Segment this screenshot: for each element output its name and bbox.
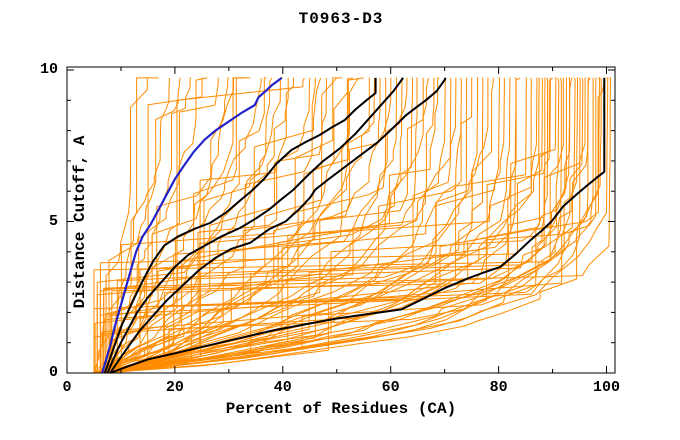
x-tick-label: 80 — [489, 379, 508, 396]
server-model-curve — [102, 77, 594, 374]
server-model-curve — [93, 77, 375, 374]
highlight-model-1-curve — [103, 77, 377, 374]
server-model-curve — [100, 77, 435, 374]
server-model-curve — [99, 77, 543, 373]
server-model-curve — [105, 77, 567, 374]
x-tick-label: 100 — [592, 379, 620, 396]
server-model-curve — [108, 77, 403, 374]
server-model-curve — [111, 77, 532, 373]
server-model-curve — [99, 77, 251, 374]
server-model-curve — [97, 77, 562, 374]
server-model-curve — [101, 77, 414, 374]
server-model-curve — [95, 77, 600, 374]
plot-frame — [66, 66, 616, 374]
server-model-curve — [104, 77, 262, 374]
server-model-curve — [93, 77, 538, 374]
server-model-curve — [101, 77, 521, 373]
server-model-curve — [103, 77, 397, 374]
server-model-curve — [93, 77, 429, 374]
x-tick-label: 0 — [62, 379, 72, 396]
highlight-model-2-curve — [106, 77, 404, 374]
server-model-curve — [99, 77, 159, 374]
server-model-curve — [101, 77, 359, 374]
x-tick-label: 20 — [165, 379, 184, 396]
x-tick-label: 40 — [273, 379, 292, 396]
server-model-curve — [106, 77, 581, 373]
x-axis-title: Percent of Residues (CA) — [225, 400, 457, 418]
server-model-curve — [103, 77, 560, 374]
server-model-curve — [96, 77, 392, 374]
server-model-curve — [96, 77, 446, 373]
server-model-curve — [103, 77, 452, 373]
server-model-curve — [93, 77, 578, 373]
server-model-curve — [93, 77, 148, 374]
server-model-curve — [97, 77, 609, 374]
server-model-curve — [111, 77, 424, 374]
server-model-curve — [95, 77, 546, 374]
server-model-curve — [93, 77, 316, 373]
server-model-curve — [106, 77, 527, 374]
server-model-curve — [103, 77, 557, 374]
server-model-curve — [105, 77, 602, 374]
y-tick-label: 5 — [48, 212, 58, 230]
y-tick-label: 0 — [48, 364, 58, 381]
chart-title: T0963-D3 — [298, 10, 384, 28]
server-model-curve — [111, 77, 586, 374]
server-model-curve — [109, 77, 551, 374]
server-model-curve — [94, 77, 408, 374]
server-model-curve — [106, 77, 589, 374]
server-model-curve — [101, 77, 219, 374]
server-model-curve — [105, 77, 548, 374]
server-model-curve — [101, 77, 467, 374]
server-model-curve — [103, 77, 611, 373]
server-model-curve — [111, 77, 311, 374]
server-model-curve — [96, 77, 267, 373]
server-model-curve — [105, 77, 387, 374]
server-model-curve — [104, 77, 440, 373]
server-model-curve — [100, 77, 597, 374]
x-tick-label: 60 — [381, 379, 400, 396]
best-model-curve — [101, 77, 283, 374]
y-tick-label: 10 — [39, 61, 58, 78]
server-model-curve — [100, 77, 489, 374]
server-model-curve — [101, 77, 540, 374]
server-model-curve — [105, 77, 494, 374]
server-model-curve — [109, 77, 605, 374]
server-model-curve — [108, 77, 457, 374]
highlight-model-3-curve — [109, 77, 447, 374]
server-model-curve — [99, 77, 322, 373]
highlight-model-4-curve — [109, 77, 606, 374]
server-model-curve — [97, 77, 500, 374]
